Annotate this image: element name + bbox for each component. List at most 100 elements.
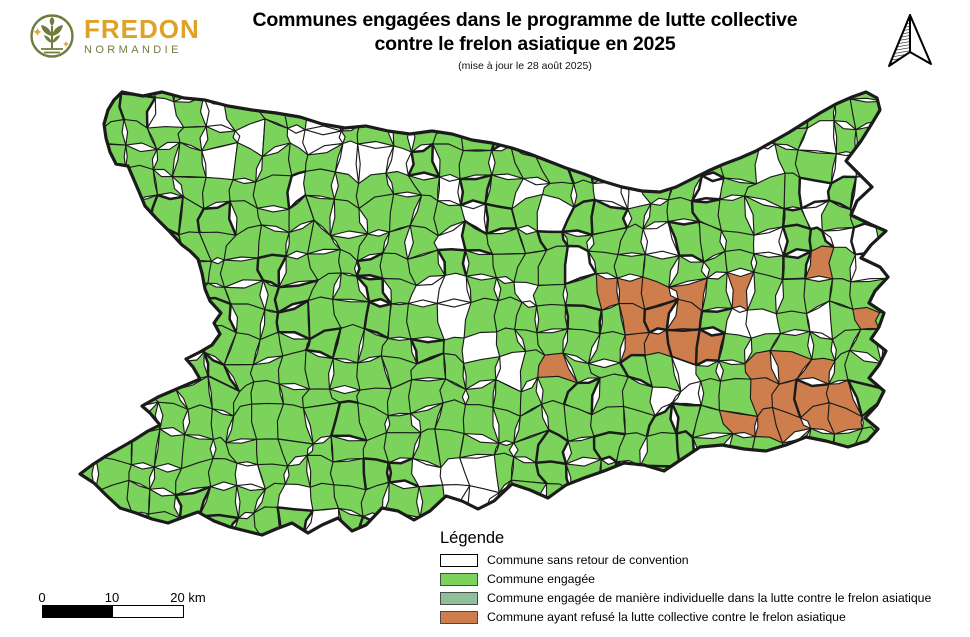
commune-cell: [902, 92, 939, 130]
commune-cell: [640, 100, 676, 130]
commune-cell: [518, 92, 545, 105]
commune-cell: [80, 427, 82, 464]
scale-bar-labels: 0 10 20 km: [36, 590, 256, 605]
commune-cell: [831, 428, 863, 470]
commune-cell: [538, 92, 579, 105]
commune-cell: [80, 354, 108, 393]
commune-cell: [851, 483, 885, 513]
commune-cell: [80, 99, 102, 131]
commune-cell: [107, 300, 131, 338]
legend: Légende Commune sans retour de conventio…: [440, 529, 931, 629]
commune-cell: [80, 169, 106, 204]
legend-swatch: [440, 553, 478, 567]
commune-cell: [150, 537, 182, 573]
commune-cell: [80, 531, 106, 535]
commune-cell: [303, 168, 336, 200]
commune-cell: [382, 98, 412, 124]
logo-region-text: NORMANDIE: [84, 44, 182, 56]
commune-cell: [692, 457, 727, 491]
commune-cell: [285, 92, 314, 102]
scale-bar-white-segment: [113, 606, 183, 617]
commune-cell: [176, 532, 206, 535]
map-title: Communes engagées dans le programme de l…: [185, 8, 865, 72]
commune-cell: [668, 463, 700, 493]
commune-cell: [565, 92, 594, 105]
commune-cell: [883, 143, 888, 181]
commune-cell: [223, 92, 266, 106]
commune-cell: [226, 531, 264, 535]
commune-cell: [827, 483, 857, 517]
commune-cell: [640, 146, 677, 182]
commune-cell: [98, 531, 134, 535]
commune-cell: [354, 96, 389, 126]
commune-cell: [718, 459, 751, 492]
legend-item: Commune engagée de manière individuelle …: [440, 591, 931, 605]
commune-cell: [673, 128, 705, 158]
commune-cell: [515, 100, 543, 132]
commune-cell: [781, 460, 803, 490]
commune-cell: [458, 149, 493, 180]
commune-cell: [465, 249, 498, 279]
commune-cell: [46, 541, 82, 572]
commune-cell: [102, 381, 139, 417]
legend-items: Commune sans retour de convention Commune…: [440, 553, 931, 624]
commune-cell: [903, 406, 937, 433]
legend-item: Commune ayant refusé la lutte collective…: [440, 610, 931, 624]
commune-cell: [717, 115, 761, 149]
commune-cell: [100, 513, 134, 535]
commune-cell: [98, 271, 131, 308]
commune-cell: [878, 120, 888, 152]
commune-cell: [122, 329, 158, 355]
commune-cell: [95, 118, 127, 146]
commune-cell: [666, 92, 705, 102]
commune-cell: [177, 563, 205, 593]
commune-cell: [103, 328, 132, 357]
commune-cell: [901, 144, 930, 177]
commune-cell: [383, 559, 410, 593]
commune-cell: [51, 101, 75, 131]
commune-cell: [618, 147, 645, 182]
commune-cell: [284, 566, 311, 598]
commune-cell: [490, 92, 524, 106]
commune-cell: [744, 100, 782, 132]
commune-cell: [902, 486, 936, 510]
title-line-1: Communes engagées dans le programme de l…: [252, 9, 798, 31]
commune-cell: [80, 129, 102, 151]
scale-bar: 0 10 20 km: [36, 590, 256, 618]
legend-swatch: [440, 572, 478, 586]
commune-cell: [80, 169, 83, 205]
commune-cell: [640, 127, 679, 152]
commune-cell: [277, 483, 314, 512]
commune-cell: [80, 228, 109, 256]
commune-cell: [457, 92, 497, 103]
commune-cell: [305, 561, 341, 600]
commune-cell: [80, 305, 109, 338]
commune-cell: [535, 125, 573, 158]
commune-cell: [744, 92, 783, 107]
commune-cell: [80, 271, 109, 313]
legend-item-label: Commune sans retour de convention: [487, 553, 689, 567]
commune-cell: [80, 92, 97, 105]
commune-cell: [255, 562, 288, 600]
commune-cell: [41, 325, 74, 362]
commune-cell: [333, 559, 369, 600]
commune-cell: [562, 485, 601, 520]
commune-cell: [723, 487, 754, 520]
commune-cell: [80, 228, 84, 253]
commune-cell: [692, 485, 734, 515]
commune-cell: [152, 282, 182, 309]
commune-cell: [80, 142, 104, 181]
commune-cell: [80, 115, 81, 154]
commune-cell: [80, 309, 83, 330]
commune-cell: [906, 353, 940, 381]
commune-cell: [901, 453, 941, 489]
title-update-date: (mise à jour le 28 août 2025): [458, 60, 592, 72]
commune-cell: [97, 403, 137, 439]
commune-cell: [876, 401, 888, 434]
commune-cell: [614, 480, 657, 517]
legend-swatch: [440, 610, 478, 624]
commune-cell: [80, 328, 111, 363]
commune-cell: [703, 93, 733, 131]
commune-cell: [407, 92, 444, 104]
